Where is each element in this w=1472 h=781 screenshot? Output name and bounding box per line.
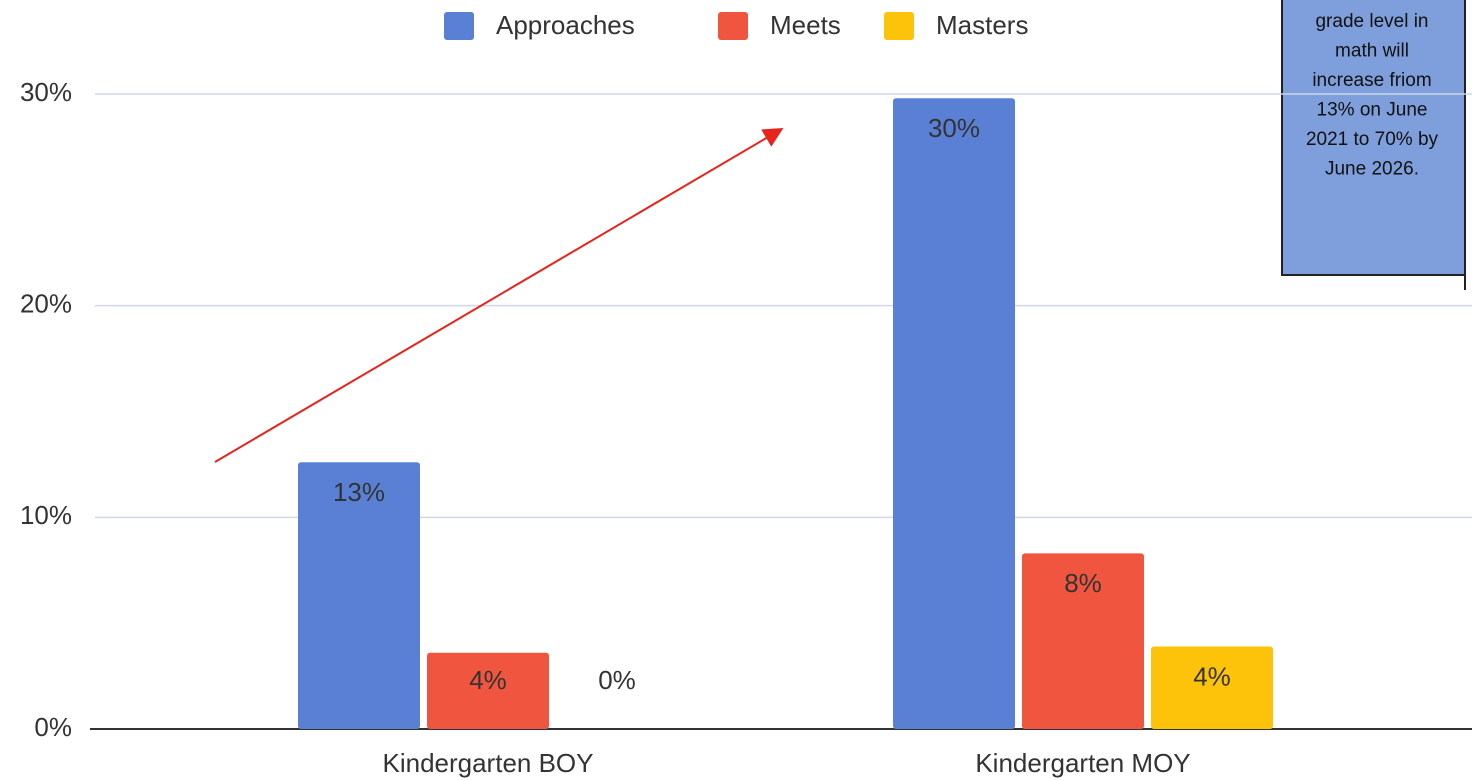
legend-swatch bbox=[884, 12, 914, 40]
legend-swatch bbox=[444, 12, 474, 40]
x-tick-label: Kindergarten MOY bbox=[975, 748, 1190, 778]
y-tick-label: 0% bbox=[34, 712, 72, 742]
data-label: 0% bbox=[598, 665, 636, 695]
annotation-text: math will bbox=[1335, 41, 1409, 62]
bar bbox=[893, 98, 1015, 729]
y-tick-label: 10% bbox=[20, 500, 72, 530]
bar bbox=[298, 462, 420, 729]
data-label: 30% bbox=[928, 113, 980, 143]
data-label: 4% bbox=[1193, 661, 1231, 691]
annotation-box bbox=[1281, 0, 1466, 276]
y-tick-label: 20% bbox=[20, 289, 72, 319]
x-tick-label: Kindergarten BOY bbox=[382, 748, 593, 778]
annotation-text: increase friom bbox=[1312, 70, 1431, 91]
data-label: 8% bbox=[1064, 568, 1102, 598]
annotation-text: grade level in bbox=[1315, 11, 1428, 32]
bar bbox=[1022, 553, 1144, 729]
data-label: 13% bbox=[333, 477, 385, 507]
legend-swatch bbox=[718, 12, 748, 40]
data-label: 4% bbox=[469, 665, 507, 695]
legend-label: Meets bbox=[770, 10, 841, 40]
legend-label: Masters bbox=[936, 10, 1028, 40]
annotation-text: 2021 to 70% by bbox=[1306, 129, 1439, 150]
bar bbox=[1151, 646, 1273, 729]
trend-arrow bbox=[214, 127, 784, 463]
y-tick-label: 30% bbox=[20, 77, 72, 107]
bar bbox=[427, 652, 549, 729]
annotation-text: 13% on June bbox=[1317, 100, 1428, 121]
legend-label: Approaches bbox=[496, 10, 635, 40]
annotation-text: June 2026. bbox=[1325, 159, 1419, 180]
